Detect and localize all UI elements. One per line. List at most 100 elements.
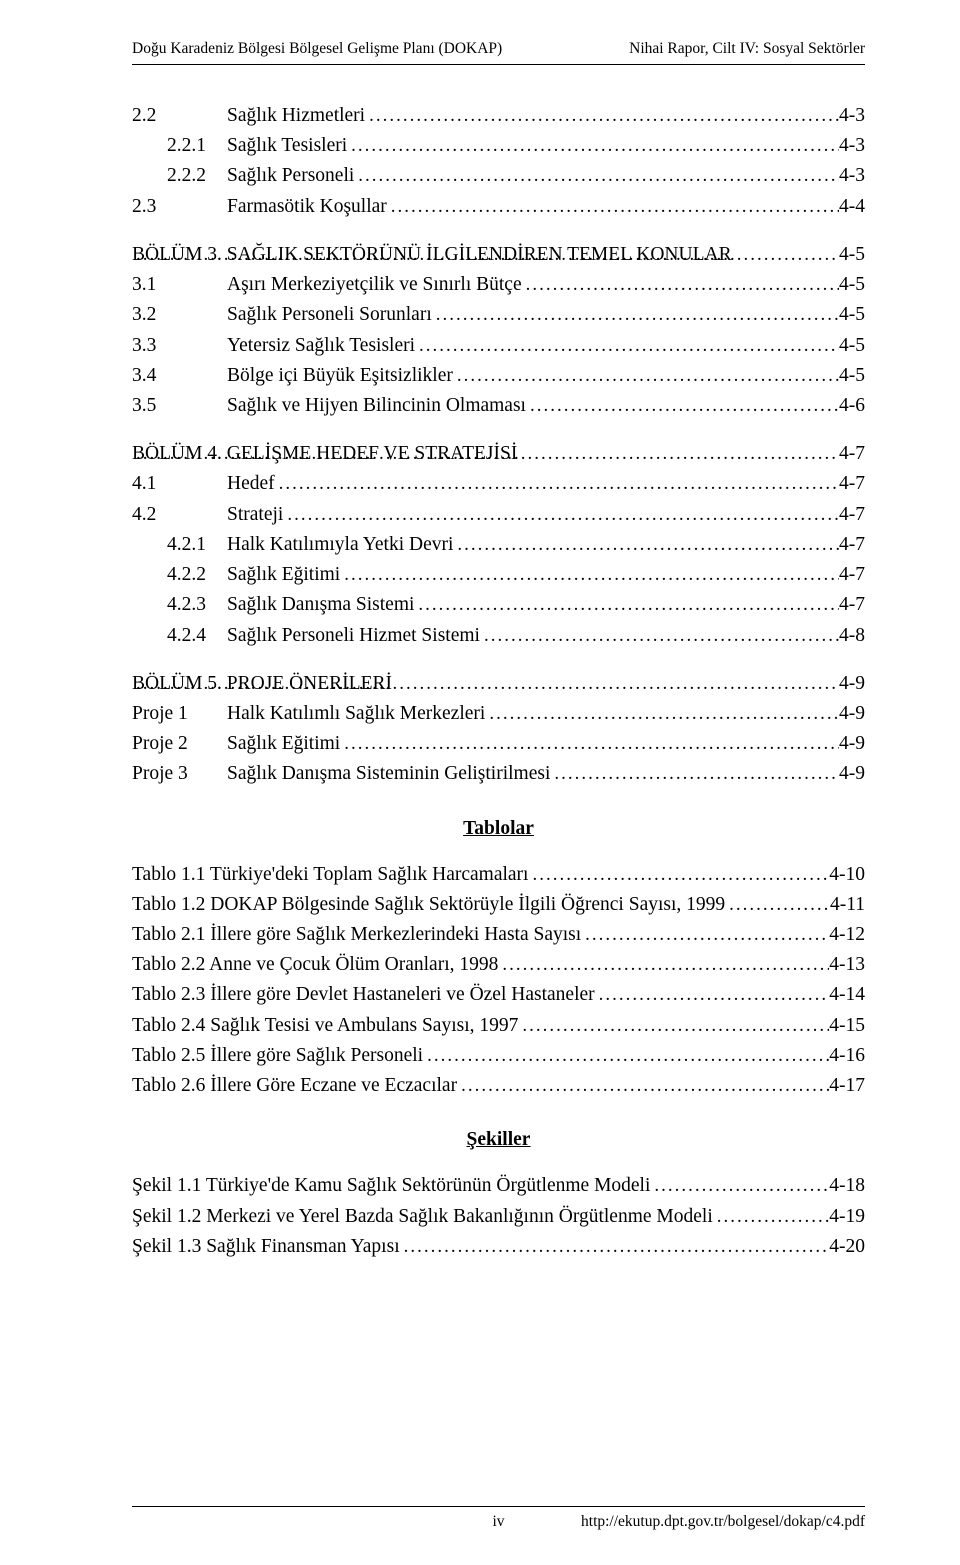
- toc-title: Sağlık Danışma Sistemi: [227, 590, 414, 620]
- toc-leader: [453, 361, 839, 391]
- toc-title: Halk Katılımlı Sağlık Merkezleri: [227, 699, 485, 729]
- header-right: Nihai Rapor, Cilt IV: Sosyal Sektörler: [629, 40, 865, 58]
- toc-number: 3.1: [132, 270, 227, 300]
- toc-page: 4-3: [839, 101, 865, 131]
- toc-title: Sağlık ve Hijyen Bilincinin Olmaması: [227, 391, 526, 421]
- list-title: Tablo 2.5 İllere göre Sağlık Personeli: [132, 1041, 423, 1071]
- toc-title: Bölge içi Büyük Eşitsizlikler: [227, 361, 453, 391]
- toc-leader: [354, 161, 839, 191]
- list-row: Şekil 1.3 Sağlık Finansman Yapısı 4-20: [132, 1232, 865, 1262]
- toc-row: BÖLÜM 5. PROJE ÖNERİLERİ 4-9: [132, 669, 865, 699]
- toc-number: 4.2.4: [132, 621, 227, 651]
- list-row: Tablo 2.4 Sağlık Tesisi ve Ambulans Sayı…: [132, 1011, 865, 1041]
- toc-row: 4.1Hedef 4-7: [132, 469, 865, 499]
- list-row: Şekil 1.2 Merkezi ve Yerel Bazda Sağlık …: [132, 1202, 865, 1232]
- list-row: Tablo 2.3 İllere göre Devlet Hastaneleri…: [132, 980, 865, 1010]
- list-title: Tablo 2.1 İllere göre Sağlık Merkezlerin…: [132, 920, 581, 950]
- toc-page: 4-4: [839, 192, 865, 222]
- list-title: Tablo 2.6 İllere Göre Eczane ve Eczacıla…: [132, 1071, 457, 1101]
- list-title: Tablo 2.4 Sağlık Tesisi ve Ambulans Sayı…: [132, 1011, 518, 1041]
- toc-leader: [132, 669, 839, 699]
- list-row: Tablo 2.1 İllere göre Sağlık Merkezlerin…: [132, 920, 865, 950]
- toc-number: 4.2.1: [132, 530, 227, 560]
- toc-list: 2.2Sağlık Hizmetleri 4-32.2.1Sağlık Tesi…: [132, 101, 865, 790]
- toc-row: 4.2.4Sağlık Personeli Hizmet Sistemi 4-8: [132, 621, 865, 651]
- footer-page-number: iv: [492, 1513, 504, 1531]
- toc-number: 2.2.2: [132, 161, 227, 191]
- toc-title: Sağlık Danışma Sisteminin Geliştirilmesi: [227, 759, 550, 789]
- toc-leader: [480, 621, 839, 651]
- list-row: Tablo 2.5 İllere göre Sağlık Personeli 4…: [132, 1041, 865, 1071]
- toc-row: Proje 3Sağlık Danışma Sisteminin Gelişti…: [132, 759, 865, 789]
- list-leader: [581, 920, 829, 950]
- toc-leader: [132, 240, 839, 270]
- list-page: 4-18: [829, 1171, 865, 1201]
- figures-heading: Şekiller: [132, 1129, 865, 1151]
- toc-title: Sağlık Eğitimi: [227, 560, 340, 590]
- toc-number: Proje 3: [132, 759, 227, 789]
- toc-leader: [387, 192, 839, 222]
- toc-row: 2.2.1Sağlık Tesisleri 4-3: [132, 131, 865, 161]
- list-leader: [457, 1071, 829, 1101]
- list-page: 4-12: [829, 920, 865, 950]
- toc-gap: [132, 222, 865, 240]
- list-title: Tablo 1.1 Türkiye'deki Toplam Sağlık Har…: [132, 860, 528, 890]
- toc-title: Aşırı Merkeziyetçilik ve Sınırlı Bütçe: [227, 270, 522, 300]
- toc-row: 3.1Aşırı Merkeziyetçilik ve Sınırlı Bütç…: [132, 270, 865, 300]
- toc-title: Halk Katılımıyla Yetki Devri: [227, 530, 453, 560]
- list-page: 4-19: [829, 1202, 865, 1232]
- toc-title: Sağlık Personeli Sorunları: [227, 300, 432, 330]
- toc-row: 4.2.1Halk Katılımıyla Yetki Devri 4-7: [132, 530, 865, 560]
- list-page: 4-20: [829, 1232, 865, 1262]
- toc-row: 4.2.3Sağlık Danışma Sistemi 4-7: [132, 590, 865, 620]
- toc-leader: [526, 391, 839, 421]
- list-row: Tablo 2.2 Anne ve Çocuk Ölüm Oranları, 1…: [132, 950, 865, 980]
- list-title: Şekil 1.2 Merkezi ve Yerel Bazda Sağlık …: [132, 1202, 713, 1232]
- list-leader: [595, 980, 830, 1010]
- toc-leader: [485, 699, 839, 729]
- footer-divider: [132, 1506, 865, 1507]
- toc-row: 4.2.2Sağlık Eğitimi 4-7: [132, 560, 865, 590]
- toc-title: Farmasötik Koşullar: [227, 192, 387, 222]
- toc-leader: [365, 101, 839, 131]
- page-header: Doğu Karadeniz Bölgesi Bölgesel Gelişme …: [132, 40, 865, 58]
- list-page: 4-14: [829, 980, 865, 1010]
- toc-number: 3.4: [132, 361, 227, 391]
- toc-leader: [550, 759, 839, 789]
- list-page: 4-15: [829, 1011, 865, 1041]
- toc-leader: [340, 729, 839, 759]
- list-title: Tablo 2.3 İllere göre Devlet Hastaneleri…: [132, 980, 595, 1010]
- toc-page: 4-5: [839, 300, 865, 330]
- toc-leader: [415, 331, 839, 361]
- list-title: Tablo 1.2 DOKAP Bölgesinde Sağlık Sektör…: [132, 890, 725, 920]
- toc-title: Sağlık Tesisleri: [227, 131, 347, 161]
- toc-row: Proje 2Sağlık Eğitimi 4-9: [132, 729, 865, 759]
- list-page: 4-13: [829, 950, 865, 980]
- toc-leader: [275, 469, 839, 499]
- toc-number: 4.2: [132, 500, 227, 530]
- header-left: Doğu Karadeniz Bölgesi Bölgesel Gelişme …: [132, 40, 502, 58]
- toc-number: 3.5: [132, 391, 227, 421]
- toc-row: 2.3Farmasötik Koşullar 4-4: [132, 192, 865, 222]
- toc-page: 4-5: [839, 331, 865, 361]
- toc-row: 3.5Sağlık ve Hijyen Bilincinin Olmaması …: [132, 391, 865, 421]
- toc-row: Proje 1Halk Katılımlı Sağlık Merkezleri …: [132, 699, 865, 729]
- toc-number: 2.3: [132, 192, 227, 222]
- toc-page: 4-7: [839, 500, 865, 530]
- list-leader: [423, 1041, 829, 1071]
- toc-number: 2.2: [132, 101, 227, 131]
- toc-title: Sağlık Personeli Hizmet Sistemi: [227, 621, 480, 651]
- list-leader: [650, 1171, 829, 1201]
- list-title: Şekil 1.3 Sağlık Finansman Yapısı: [132, 1232, 400, 1262]
- list-title: Şekil 1.1 Türkiye'de Kamu Sağlık Sektörü…: [132, 1171, 650, 1201]
- toc-number: 3.3: [132, 331, 227, 361]
- list-leader: [498, 950, 829, 980]
- list-page: 4-10: [829, 860, 865, 890]
- toc-page: 4-3: [839, 131, 865, 161]
- list-leader: [528, 860, 829, 890]
- list-leader: [518, 1011, 829, 1041]
- toc-number: 3.2: [132, 300, 227, 330]
- toc-page: 4-5: [839, 240, 865, 270]
- toc-page: 4-5: [839, 270, 865, 300]
- toc-page: 4-9: [839, 699, 865, 729]
